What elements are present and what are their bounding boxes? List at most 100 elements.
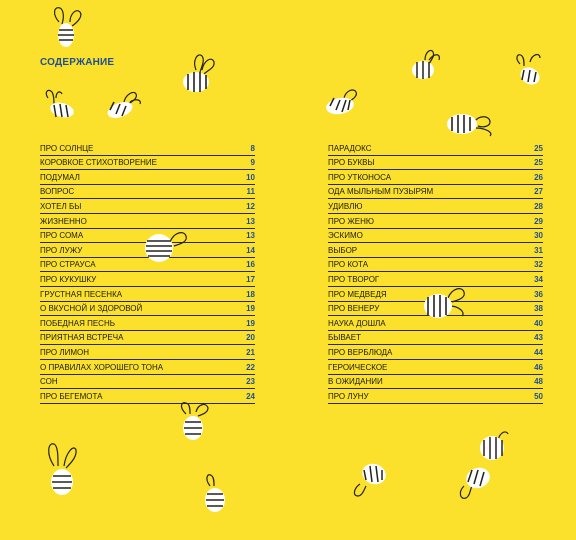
toc-entry-page: 17 bbox=[246, 274, 255, 284]
toc-row: ОДА МЫЛЬНЫМ ПУЗЫРЯМ 27 bbox=[328, 185, 543, 200]
toc-entry-page: 22 bbox=[246, 362, 255, 372]
toc-entry-title: ЖИЗНЕННО bbox=[40, 216, 87, 226]
toc-entry-title: ПРО БЕГЕМОТА bbox=[40, 391, 103, 401]
bee-icon bbox=[48, 443, 77, 495]
toc-entry-page: 24 bbox=[246, 391, 255, 401]
bee-icon bbox=[145, 232, 187, 262]
toc-entry-page: 13 bbox=[246, 216, 255, 226]
toc-entry-page: 34 bbox=[534, 274, 543, 284]
toc-entry-page: 21 bbox=[246, 347, 255, 357]
toc-row: НАУКА ДОШЛА 40 bbox=[328, 316, 543, 331]
toc-entry-page: 12 bbox=[246, 201, 255, 211]
toc-row: СОН 23 bbox=[40, 375, 255, 390]
toc-row: ГЕРОИЧЕСКОЕ 46 bbox=[328, 360, 543, 375]
bee-icon bbox=[480, 431, 509, 460]
toc-row: ПРО ТВОРОГ 34 bbox=[328, 272, 543, 287]
toc-column-left: ПРО СОЛНЦЕ 8 КОРОВКОЕ СТИХОТВОРЕНИЕ 9 ПОДУМА… bbox=[40, 141, 255, 404]
toc-row: ПРО ЛИМОН 21 bbox=[40, 345, 255, 360]
toc-entry-title: ПРО СТРАУСА bbox=[40, 260, 96, 270]
toc-entry-title: БЫВАЕТ bbox=[328, 333, 361, 343]
bee-icon bbox=[424, 288, 465, 318]
toc-entry-page: 44 bbox=[534, 347, 543, 357]
toc-entry-page: 14 bbox=[246, 245, 255, 255]
toc-row: ПОБЕДНАЯ ПЕСНЬ 19 bbox=[40, 316, 255, 331]
toc-row: ПРО ВЕРБЛЮДА 44 bbox=[328, 345, 543, 360]
toc-entry-page: 13 bbox=[246, 231, 255, 241]
toc-row: ПРО СОЛНЦЕ 8 bbox=[40, 141, 255, 156]
toc-row: УДИВЛЮ 28 bbox=[328, 199, 543, 214]
bee-icon bbox=[107, 91, 141, 118]
toc-entry-title: ПРО СОЛНЦЕ bbox=[40, 143, 94, 153]
toc-row: О ВКУСНОЙ И ЗДОРОВОЙ 19 bbox=[40, 302, 255, 317]
toc-entry-title: ПАРАДОКС bbox=[328, 143, 372, 153]
toc-entry-title: КОРОВКОЕ СТИХОТВОРЕНИЕ bbox=[40, 158, 158, 168]
toc-entry-title: ГРУСТНАЯ ПЕСЕНКА bbox=[40, 289, 123, 299]
toc-entry-title: ПРО ТВОРОГ bbox=[328, 274, 380, 284]
toc-entry-title: ПРО ЛИМОН bbox=[40, 347, 90, 357]
toc-entry-title: ПРО ВЕРБЛЮДА bbox=[328, 347, 393, 357]
toc-entry-page: 8 bbox=[250, 143, 255, 153]
toc-entry-page: 18 bbox=[246, 289, 255, 299]
toc-entry-title: ПРО СОМА bbox=[40, 231, 84, 241]
toc-row: БЫВАЕТ 43 bbox=[328, 331, 543, 346]
toc-row: ПРО КУКУШКУ 17 bbox=[40, 272, 255, 287]
toc-entry-page: 38 bbox=[534, 304, 543, 314]
toc-entry-title: О ПРАВИЛАХ ХОРОШЕГО ТОНА bbox=[40, 362, 164, 372]
toc-row: ПРО СТРАУСА 16 bbox=[40, 258, 255, 273]
bee-icon bbox=[180, 402, 209, 440]
toc-entry-page: 19 bbox=[246, 318, 255, 328]
toc-entry-page: 43 bbox=[534, 333, 543, 343]
page-title: СОДЕРЖАНИЕ bbox=[40, 57, 115, 68]
toc-row: ПРО БУКВЫ 25 bbox=[328, 156, 543, 171]
toc-entry-title: ПРО ВЕНЕРУ bbox=[328, 304, 380, 314]
toc-entry-page: 23 bbox=[246, 377, 255, 387]
toc-row: ЖИЗНЕННО 13 bbox=[40, 214, 255, 229]
bee-icon bbox=[54, 7, 82, 47]
toc-row: КОРОВКОЕ СТИХОТВОРЕНИЕ 9 bbox=[40, 156, 255, 171]
toc-entry-title: ПОБЕДНАЯ ПЕСНЬ bbox=[40, 318, 115, 328]
toc-entry-title: ПРИЯТНАЯ ВСТРЕЧА bbox=[40, 333, 124, 343]
toc-entry-page: 20 bbox=[246, 333, 255, 343]
toc-entry-title: ВОПРОС bbox=[40, 187, 75, 197]
toc-entry-title: О ВКУСНОЙ И ЗДОРОВОЙ bbox=[40, 304, 143, 314]
bee-icon bbox=[353, 463, 386, 497]
toc-entry-page: 50 bbox=[534, 391, 543, 401]
toc-entry-title: ПРО КОТА bbox=[328, 260, 369, 270]
toc-entry-page: 10 bbox=[246, 172, 255, 182]
toc-entry-title: ГЕРОИЧЕСКОЕ bbox=[328, 362, 388, 372]
toc-entry-page: 48 bbox=[534, 377, 543, 387]
bee-icon bbox=[326, 89, 357, 115]
toc-row: ПОДУМАЛ 10 bbox=[40, 170, 255, 185]
toc-entry-title: СОН bbox=[40, 377, 58, 387]
toc-entry-title: ПРО КУКУШКУ bbox=[40, 274, 97, 284]
toc-entry-title: ПРО ЛУЖУ bbox=[40, 245, 83, 255]
toc-row: ПРИЯТНАЯ ВСТРЕЧА 20 bbox=[40, 331, 255, 346]
toc-row: О ПРАВИЛАХ ХОРОШЕГО ТОНА 22 bbox=[40, 360, 255, 375]
toc-entry-title: ПРО БУКВЫ bbox=[328, 158, 375, 168]
toc-row: ВОПРОС 11 bbox=[40, 185, 255, 200]
toc-entry-title: ПРО УТКОНОСА bbox=[328, 172, 392, 182]
toc-entry-page: 19 bbox=[246, 304, 255, 314]
toc-entry-title: ПОДУМАЛ bbox=[40, 172, 80, 182]
toc-entry-page: 25 bbox=[534, 158, 543, 168]
bee-icon bbox=[459, 467, 490, 499]
toc-row: ПРО БЕГЕМОТА 24 bbox=[40, 389, 255, 404]
toc-row: ЭСКИМО 30 bbox=[328, 229, 543, 244]
toc-row: ХОТЕЛ БЫ 12 bbox=[40, 199, 255, 214]
toc-row: ГРУСТНАЯ ПЕСЕНКА 18 bbox=[40, 287, 255, 302]
toc-entry-title: ОДА МЫЛЬНЫМ ПУЗЫРЯМ bbox=[328, 187, 434, 197]
toc-entry-page: 46 bbox=[534, 362, 543, 372]
toc-entry-page: 9 bbox=[250, 158, 255, 168]
toc-entry-page: 26 bbox=[534, 172, 543, 182]
toc-row: ПРО ЛУЖУ 14 bbox=[40, 243, 255, 258]
toc-row: ВЫБОР 31 bbox=[328, 243, 543, 258]
toc-entry-page: 16 bbox=[246, 260, 255, 270]
toc-entry-title: ПРО МЕДВЕДЯ bbox=[328, 289, 387, 299]
toc-entry-page: 27 bbox=[534, 187, 543, 197]
toc-entry-page: 11 bbox=[246, 187, 255, 197]
toc-row: В ОЖИДАНИИ 48 bbox=[328, 375, 543, 390]
bee-icon bbox=[447, 114, 492, 137]
toc-row: ПРО ЖЕНЮ 29 bbox=[328, 214, 543, 229]
bee-icon bbox=[412, 49, 440, 79]
bee-icon bbox=[516, 53, 541, 85]
